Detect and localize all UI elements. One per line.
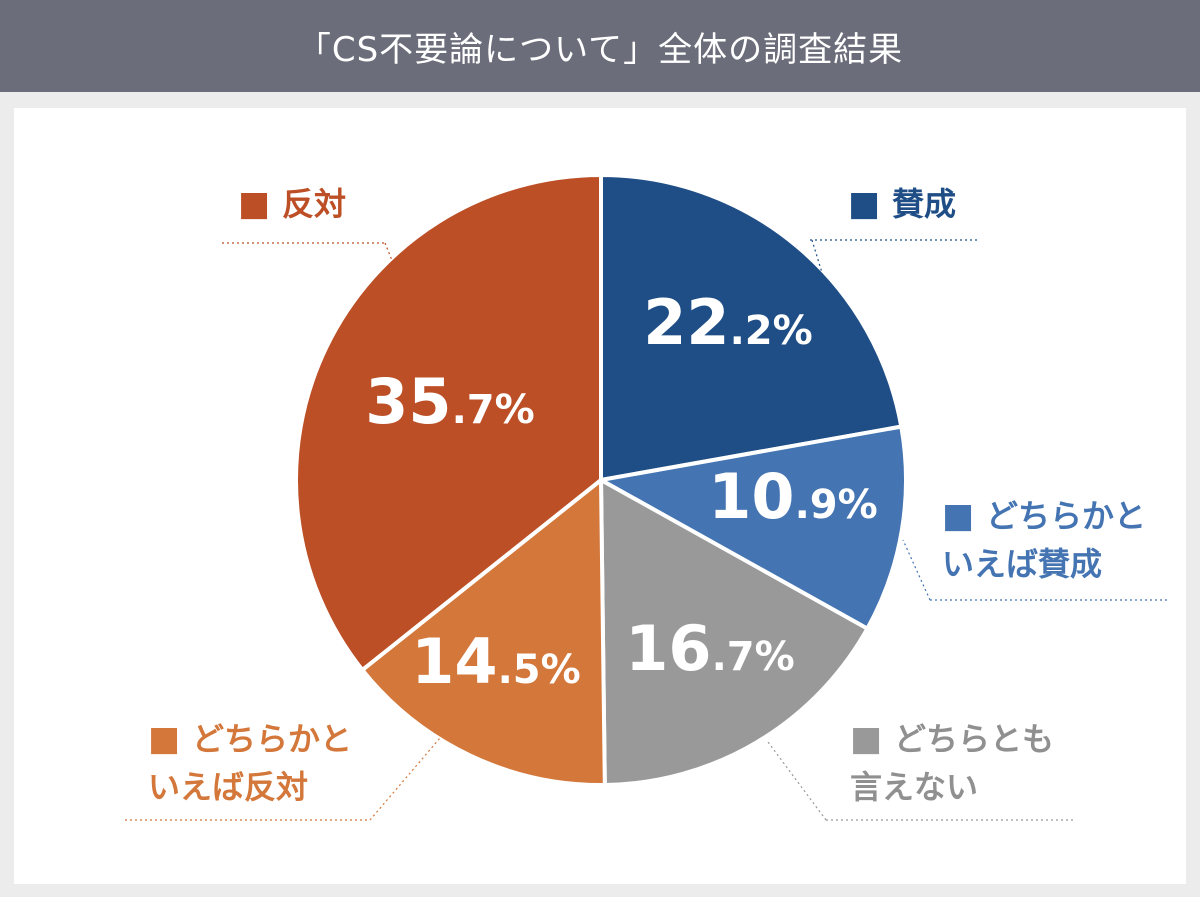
legend-label: ■ どちらかと: [942, 496, 1146, 536]
legend-label: ■ 反対: [238, 184, 346, 224]
slice-value-label: 35.7%: [365, 365, 534, 438]
page-title: 「CS不要論について」全体の調査結果: [296, 29, 904, 70]
legend-label: 言えない: [850, 768, 978, 806]
slice-value-label: 10.9%: [708, 460, 877, 533]
legend-label: ■ どちらとも: [850, 719, 1054, 759]
leader-line: [767, 741, 827, 821]
leader-line: [369, 737, 441, 821]
slice-value-label: 22.2%: [643, 286, 812, 359]
leader-line: [811, 239, 871, 431]
legend-label: いえば反対: [148, 768, 308, 806]
legend-label: ■ どちらかと: [148, 719, 352, 759]
pie-slice: [599, 478, 870, 787]
legend-label: ■ 賛成: [848, 184, 956, 224]
pie-slice: [360, 478, 607, 787]
pie-slice: [294, 173, 603, 672]
pie-slice: [599, 424, 908, 631]
legend-label: いえば賛成: [942, 545, 1102, 583]
title-bar: 「CS不要論について」全体の調査結果: [0, 0, 1200, 92]
leader-line: [902, 539, 931, 601]
slice-value-label: 16.7%: [625, 612, 794, 685]
pie-slice: [599, 173, 904, 482]
slice-value-label: 14.5%: [411, 625, 580, 698]
